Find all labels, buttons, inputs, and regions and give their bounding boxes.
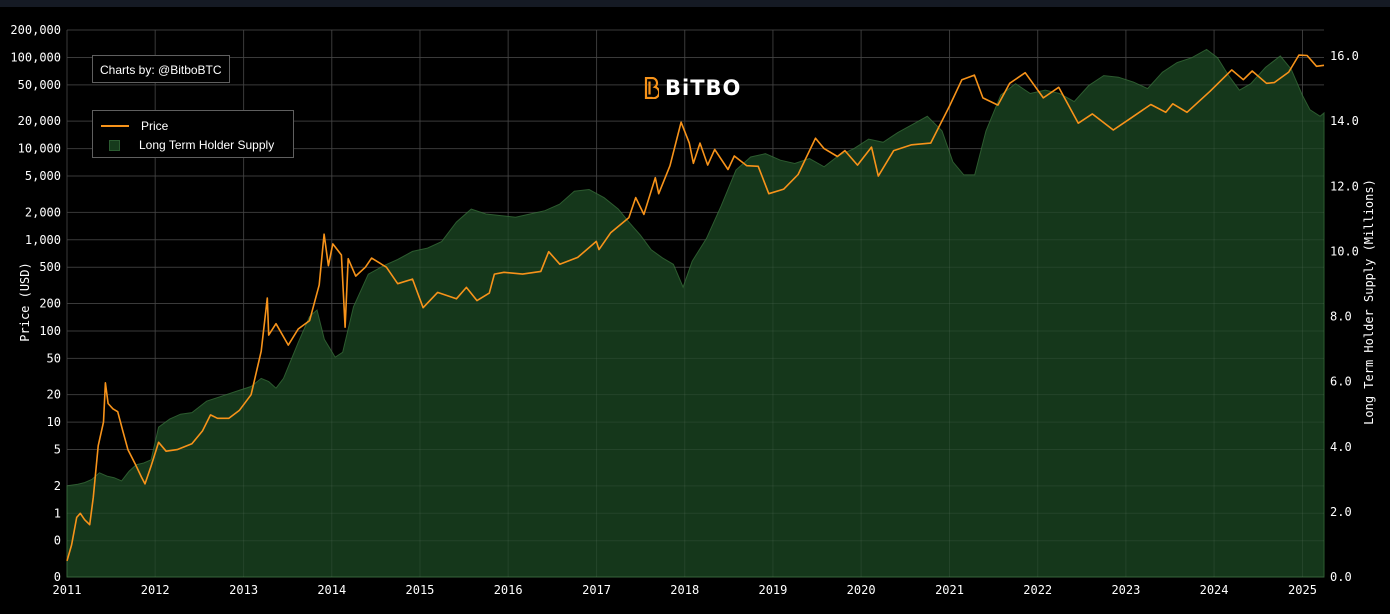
x-tick-label-2019: 2019 [758, 583, 787, 597]
bitbo-logo: BiTBO [644, 74, 741, 102]
x-tick-label-2013: 2013 [229, 583, 258, 597]
y-tick-label-9: 200 [39, 297, 61, 311]
y-tick-label-5: 10 [47, 415, 61, 429]
y-tick-label-7: 50 [47, 351, 61, 365]
bitbo-logo-icon [644, 77, 659, 99]
price-line [66, 54, 1325, 562]
y-tick-label-1: 0 [54, 534, 61, 548]
legend-item-lths[interactable]: Long Term Holder Supply [101, 137, 274, 153]
x-tick-label-2018: 2018 [670, 583, 699, 597]
y-tick-label-12: 2,000 [25, 205, 61, 219]
x-tick-label-2015: 2015 [406, 583, 435, 597]
y2-axis-title: Long Term Holder Supply (Millions) [1362, 179, 1376, 425]
x-tick-label-2017: 2017 [582, 583, 611, 597]
price-line-swatch [101, 125, 129, 127]
y2-tick-label-1: 2.0 [1330, 505, 1352, 519]
x-tick-label-2021: 2021 [935, 583, 964, 597]
x-tick-label-2020: 2020 [847, 583, 876, 597]
lths-area-swatch [109, 139, 120, 151]
y-tick-label-2: 1 [54, 506, 61, 520]
x-tick-label-2025: 2025 [1288, 583, 1317, 597]
chart-legend: Price Long Term Holder Supply [92, 110, 294, 158]
y-tick-label-14: 10,000 [18, 142, 61, 156]
y-tick-label-17: 100,000 [10, 50, 61, 64]
legend-label-lths: Long Term Holder Supply [139, 138, 275, 152]
y2-tick-label-0: 0.0 [1330, 570, 1352, 584]
y2-tick-label-3: 6.0 [1330, 375, 1352, 389]
y-tick-label-3: 2 [54, 479, 61, 493]
y2-tick-label-6: 12.0 [1330, 179, 1359, 193]
y2-tick-label-2: 4.0 [1330, 440, 1352, 454]
y2-tick-label-4: 8.0 [1330, 310, 1352, 324]
y-tick-label-10: 500 [39, 260, 61, 274]
y-tick-label-0: 0 [54, 570, 61, 584]
y-tick-label-4: 5 [54, 443, 61, 457]
legend-label-price: Price [141, 119, 169, 133]
logo-text: BiTBO [665, 76, 742, 100]
y-tick-label-11: 1,000 [25, 233, 61, 247]
y-tick-label-8: 100 [39, 324, 61, 338]
x-tick-label-2011: 2011 [53, 583, 82, 597]
x-tick-label-2022: 2022 [1023, 583, 1052, 597]
y-tick-label-16: 50,000 [18, 78, 61, 92]
y-tick-label-15: 20,000 [18, 114, 61, 128]
y2-tick-label-7: 14.0 [1330, 114, 1359, 128]
y-tick-label-13: 5,000 [25, 169, 61, 183]
top-bar [0, 0, 1390, 7]
x-tick-label-2024: 2024 [1200, 583, 1229, 597]
legend-item-price[interactable]: Price [101, 118, 168, 134]
x-tick-label-2023: 2023 [1111, 583, 1140, 597]
y2-tick-label-5: 10.0 [1330, 244, 1359, 258]
lths-supply-area [66, 48, 1325, 578]
x-tick-label-2014: 2014 [317, 583, 346, 597]
y2-tick-label-8: 16.0 [1330, 49, 1359, 63]
chart-credit-label: Charts by: @BitboBTC [92, 55, 230, 83]
y-tick-label-18: 200,000 [10, 23, 61, 37]
y-axis-title: Price (USD) [18, 262, 32, 341]
x-tick-label-2012: 2012 [141, 583, 170, 597]
x-tick-label-2016: 2016 [494, 583, 523, 597]
y-tick-label-6: 20 [47, 388, 61, 402]
